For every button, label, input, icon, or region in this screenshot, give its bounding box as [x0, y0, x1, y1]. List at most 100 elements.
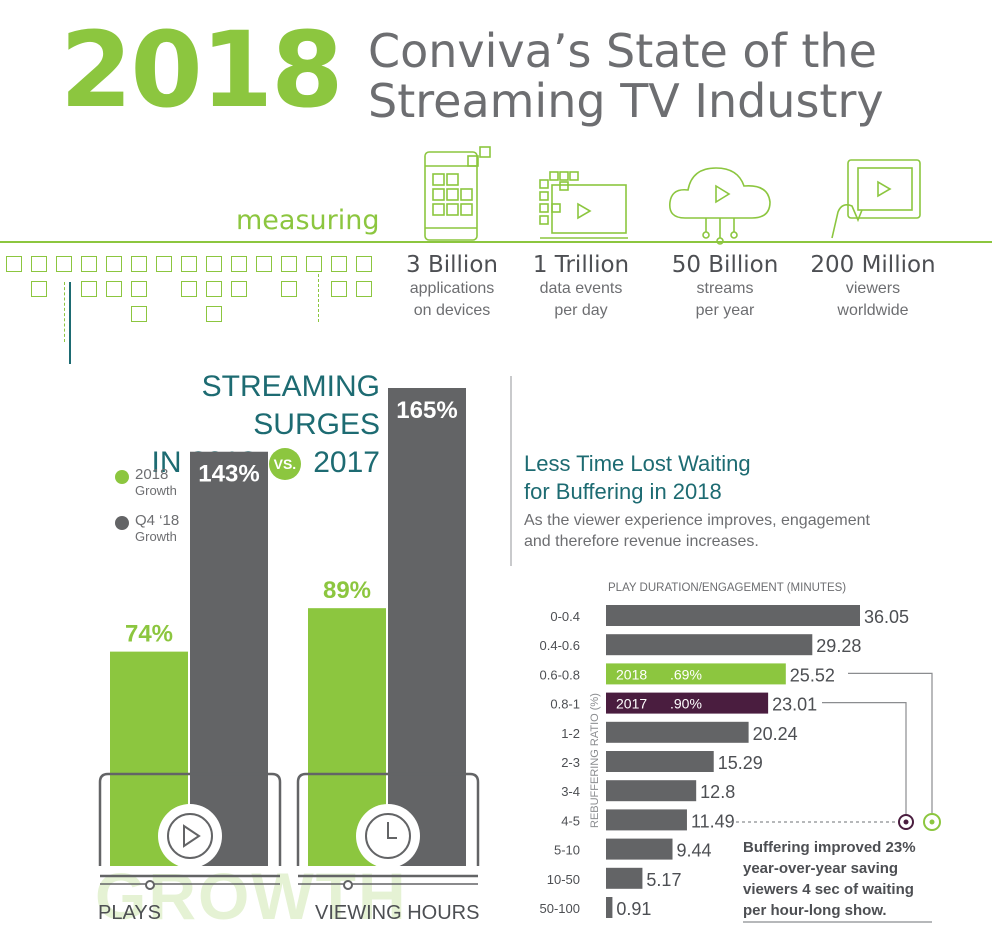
connector-2017 — [822, 702, 907, 822]
surge-line-1: STREAMING SURGES — [201, 370, 380, 441]
value-label-6: 12.8 — [700, 782, 735, 802]
play-triangle-icon — [183, 824, 201, 848]
page-title: Conviva’s State of the Streaming TV Indu… — [368, 26, 884, 126]
vs-badge: VS. — [268, 448, 301, 481]
tablet-hand-icon — [831, 159, 921, 239]
growth-watermark: GROWTH — [95, 859, 408, 933]
category-label-4: 1-2 — [561, 726, 580, 741]
legend-2018-name: 2018 — [135, 466, 169, 483]
stat-value: 200 Million — [810, 252, 936, 278]
clock-icon — [365, 813, 411, 859]
highlight-year-2: 2018 — [616, 666, 647, 682]
stat-viewers: 200 Million viewers worldwide — [798, 252, 948, 322]
buffering-bar-chart: PLAY DURATION/ENGAGEMENT (MINUTES) REBUFF… — [540, 582, 941, 923]
legend-2018: 2018 Growth — [135, 467, 177, 499]
stat-desc: viewers — [845, 280, 901, 297]
annotation-line-3: per hour-long show. — [743, 902, 887, 919]
buffering-title-line-2: for Buffering in 2018 — [524, 479, 722, 504]
bar-1 — [606, 634, 813, 656]
category-label-5: 2-3 — [561, 755, 580, 770]
stat-desc: per year — [695, 302, 755, 319]
tv-knob-0 — [145, 880, 155, 890]
value-label-2018-1: 89% — [323, 577, 371, 604]
stat-value: 50 Billion — [671, 252, 779, 278]
buffering-title: Less Time Lost Waiting for Buffering in … — [524, 450, 751, 506]
legend-dot-q4 — [115, 516, 129, 530]
highlight-ratio-3: .90% — [670, 696, 702, 712]
value-label-3: 23.01 — [772, 695, 817, 715]
stat-value: 1 Trillion — [532, 252, 630, 278]
divider-line — [0, 241, 992, 243]
category-label-7: 4-5 — [561, 813, 580, 828]
highlight-ratio-2: .69% — [670, 666, 702, 682]
category-label-0: 0-0.4 — [550, 609, 580, 624]
title-line-1: Conviva’s State of the — [368, 24, 877, 78]
value-label-5: 15.29 — [718, 753, 763, 773]
value-label-1: 29.28 — [816, 636, 861, 656]
category-label-9: 10-50 — [547, 872, 580, 887]
bar-3 — [606, 692, 769, 714]
data-monitor-icon — [539, 171, 628, 239]
x-axis-label: PLAY DURATION/ENGAGEMENT (MINUTES) — [608, 582, 846, 594]
annotation-line-2: viewers 4 sec of waiting — [743, 881, 914, 898]
tv-frame-0 — [98, 772, 282, 866]
bar-10 — [606, 897, 613, 918]
surge-year-2017: 2017 — [313, 446, 380, 479]
stat-desc: worldwide — [837, 302, 909, 319]
annotation-line-1: year-over-year saving — [743, 860, 898, 877]
category-label-6: 3-4 — [561, 784, 580, 799]
bar-9 — [606, 867, 643, 889]
stat-desc: applications — [409, 280, 495, 297]
tv-knob-1 — [343, 880, 353, 890]
value-label-q4-1: 165% — [396, 397, 457, 424]
annotation-line-0: Buffering improved 23% — [743, 839, 916, 856]
bar-q4-0 — [190, 451, 268, 866]
stat-desc: on devices — [413, 302, 491, 319]
value-label-9: 5.17 — [646, 870, 681, 890]
legend-q4: Q4 ‘18 Growth — [135, 513, 179, 545]
buffering-subtitle: As the viewer experience improves, engag… — [524, 510, 870, 552]
stat-value: 3 Billion — [406, 252, 498, 278]
buffering-subtitle-line-2: and therefore revenue increases. — [524, 533, 759, 550]
category-label-0: PLAYS — [98, 902, 161, 924]
title-line-2: Streaming TV Industry — [368, 74, 884, 128]
legend-dot-2018 — [115, 470, 129, 484]
bar-6 — [606, 780, 697, 802]
bar-q4-1 — [388, 388, 466, 866]
category-label-3: 0.8-1 — [550, 697, 580, 712]
stat-desc: data events — [539, 280, 623, 297]
tv-frame-1 — [296, 772, 480, 866]
cloud-stream-icon — [668, 167, 771, 245]
connector-2018 — [848, 672, 933, 822]
value-label-2: 25.52 — [790, 665, 835, 685]
stat-data-events: 1 Trillion data events per day — [506, 252, 656, 322]
bar-4 — [606, 721, 749, 743]
stat-streams: 50 Billion streams per year — [650, 252, 800, 322]
buffering-title-line-1: Less Time Lost Waiting — [524, 451, 751, 476]
year-heading: 2018 — [60, 9, 343, 131]
buffering-subtitle-line-1: As the viewer experience improves, engag… — [524, 512, 870, 529]
clock-hands-icon — [387, 822, 397, 839]
category-label-8: 5-10 — [554, 843, 580, 858]
category-label-10: 50-100 — [540, 901, 580, 916]
value-label-10: 0.91 — [616, 899, 651, 919]
stat-desc: per day — [554, 302, 608, 319]
category-label-1: VIEWING HOURS — [315, 902, 479, 924]
marker-2017-dot — [903, 819, 909, 825]
category-label-1: 0.4-0.6 — [540, 638, 580, 653]
value-label-0: 36.05 — [864, 607, 909, 627]
legend-2018-sub: Growth — [135, 483, 177, 498]
stat-icons — [424, 146, 921, 245]
stat-desc: streams — [696, 280, 754, 297]
legend-q4-name: Q4 ‘18 — [135, 512, 180, 529]
bar-2 — [606, 663, 786, 685]
bar-8 — [606, 838, 673, 860]
value-label-8: 9.44 — [677, 841, 712, 861]
phone-apps-icon — [424, 146, 491, 241]
value-label-2018-0: 74% — [125, 621, 173, 648]
growth-bar-chart: 74% 143% PLAYS 89% 165% VIEWING HOURS — [98, 388, 480, 924]
value-label-4: 20.24 — [753, 724, 798, 744]
value-label-q4-0: 143% — [198, 461, 259, 488]
stat-applications: 3 Billion applications on devices — [377, 252, 527, 322]
measuring-label: measuring — [236, 205, 380, 236]
